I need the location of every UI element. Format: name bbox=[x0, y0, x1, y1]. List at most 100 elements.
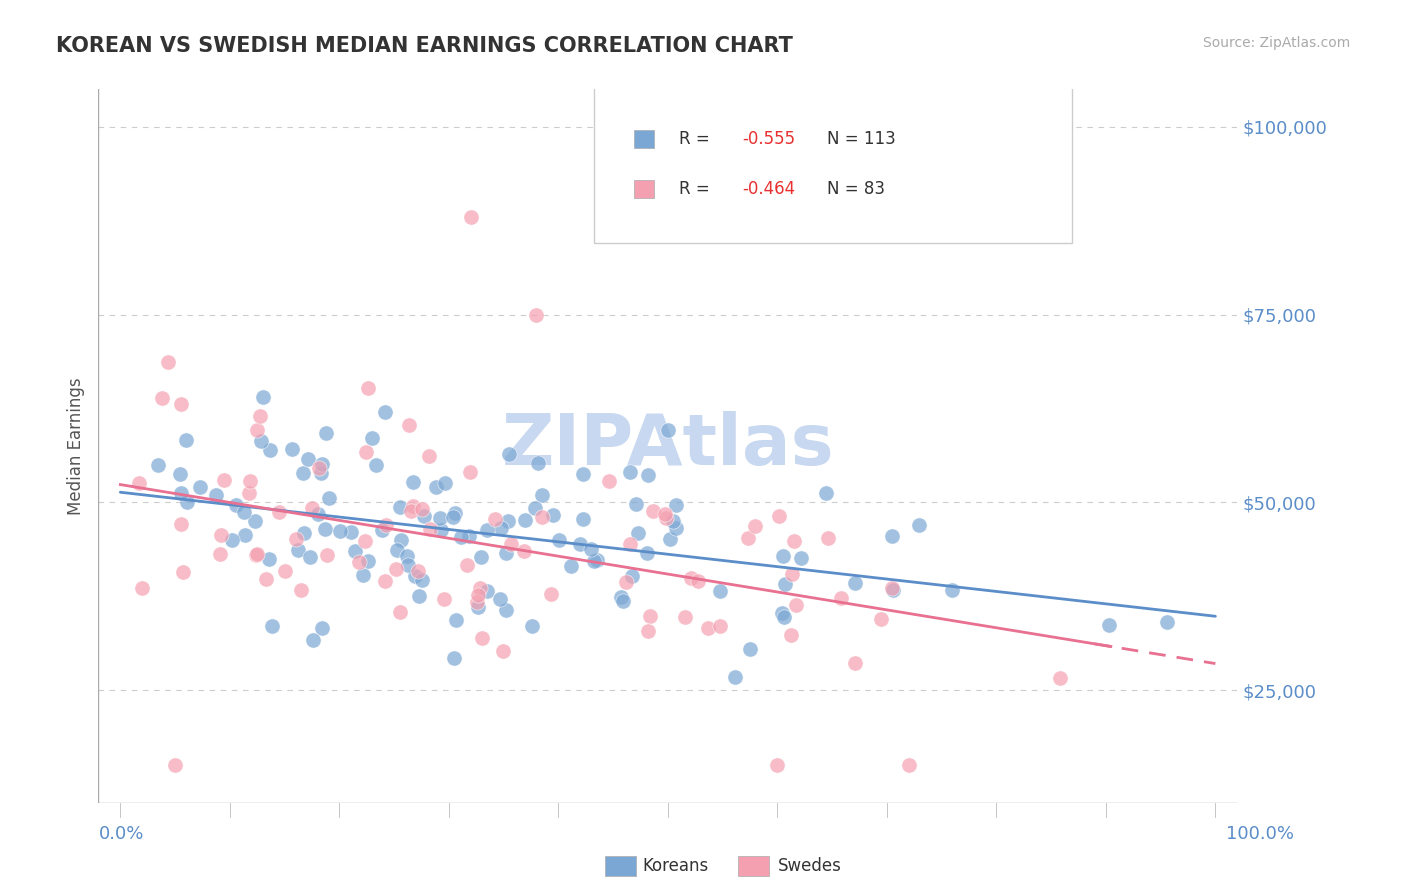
Point bbox=[907, 518, 929, 533]
Text: R =: R = bbox=[679, 130, 716, 148]
Point bbox=[250, 434, 273, 449]
Point bbox=[169, 467, 191, 481]
Text: Swedes: Swedes bbox=[778, 857, 841, 875]
Point bbox=[318, 491, 340, 505]
Point bbox=[697, 622, 720, 636]
Point bbox=[396, 558, 419, 573]
Point bbox=[541, 508, 564, 522]
Point bbox=[477, 583, 499, 598]
Point bbox=[475, 523, 498, 537]
Point bbox=[897, 758, 920, 772]
Text: N = 113: N = 113 bbox=[827, 130, 896, 148]
Point bbox=[364, 458, 387, 472]
Point bbox=[361, 431, 384, 445]
Point bbox=[252, 390, 274, 404]
Point bbox=[169, 517, 191, 532]
Point bbox=[467, 600, 489, 615]
Point bbox=[243, 514, 266, 528]
Point bbox=[434, 475, 457, 490]
Point bbox=[655, 511, 678, 525]
Text: 0.0%: 0.0% bbox=[98, 825, 143, 843]
Point bbox=[411, 574, 433, 588]
Point bbox=[292, 525, 315, 540]
Point bbox=[814, 486, 837, 500]
Point bbox=[329, 524, 352, 538]
Point bbox=[643, 504, 665, 518]
Point bbox=[636, 546, 658, 560]
Point bbox=[156, 355, 179, 369]
Point bbox=[245, 548, 267, 562]
Point bbox=[349, 555, 371, 569]
Point bbox=[768, 509, 790, 524]
Point bbox=[225, 499, 247, 513]
Point bbox=[339, 524, 361, 539]
Point bbox=[291, 466, 314, 480]
FancyBboxPatch shape bbox=[593, 86, 1073, 243]
Point bbox=[165, 758, 187, 772]
Point bbox=[344, 543, 367, 558]
Text: R =: R = bbox=[679, 180, 716, 198]
Point bbox=[352, 568, 374, 582]
Point bbox=[844, 657, 866, 671]
Point bbox=[429, 510, 451, 524]
Point bbox=[1156, 615, 1178, 629]
Point bbox=[513, 544, 536, 558]
Point bbox=[150, 391, 173, 405]
Point bbox=[280, 442, 302, 457]
Point bbox=[492, 644, 515, 658]
Text: KOREAN VS SWEDISH MEDIAN EARNINGS CORRELATION CHART: KOREAN VS SWEDISH MEDIAN EARNINGS CORREL… bbox=[56, 36, 793, 55]
Point bbox=[467, 588, 489, 602]
Point bbox=[583, 554, 606, 568]
Point bbox=[664, 521, 686, 535]
Point bbox=[433, 592, 456, 607]
Point bbox=[235, 528, 257, 542]
Point bbox=[844, 575, 866, 590]
FancyBboxPatch shape bbox=[634, 180, 654, 198]
Point bbox=[314, 522, 336, 536]
Point bbox=[785, 599, 807, 613]
Point bbox=[882, 582, 904, 597]
Point bbox=[205, 488, 228, 502]
Point bbox=[513, 513, 536, 527]
Point bbox=[301, 501, 323, 516]
Point bbox=[419, 522, 441, 536]
Point bbox=[484, 512, 506, 526]
Text: -0.555: -0.555 bbox=[742, 130, 794, 148]
Point bbox=[665, 498, 688, 512]
Point bbox=[659, 532, 682, 546]
Point bbox=[176, 495, 198, 509]
Point bbox=[709, 619, 731, 633]
Point bbox=[640, 608, 662, 623]
Point bbox=[245, 423, 267, 437]
Point bbox=[770, 606, 793, 620]
Point bbox=[254, 573, 277, 587]
Point bbox=[560, 559, 582, 574]
Point bbox=[524, 501, 547, 516]
Point bbox=[612, 593, 634, 607]
Y-axis label: Median Earnings: Median Earnings bbox=[66, 377, 84, 515]
Point bbox=[870, 612, 893, 626]
Point bbox=[610, 590, 633, 604]
FancyBboxPatch shape bbox=[634, 130, 654, 148]
Point bbox=[425, 480, 447, 494]
Point bbox=[882, 582, 904, 596]
Point bbox=[498, 447, 520, 461]
Point bbox=[402, 499, 425, 513]
Text: Koreans: Koreans bbox=[643, 857, 709, 875]
Point bbox=[470, 550, 492, 565]
Point bbox=[309, 466, 332, 480]
Point bbox=[496, 514, 519, 528]
Point bbox=[744, 518, 766, 533]
Point bbox=[212, 473, 235, 487]
Point bbox=[709, 583, 731, 598]
Point bbox=[354, 445, 377, 459]
Point bbox=[128, 476, 150, 491]
Point bbox=[389, 605, 412, 619]
Point bbox=[170, 397, 193, 411]
Point bbox=[880, 529, 903, 543]
Point bbox=[1049, 672, 1071, 686]
Point bbox=[654, 508, 676, 522]
Point bbox=[585, 553, 607, 567]
Point bbox=[418, 449, 440, 463]
Point bbox=[789, 550, 811, 565]
